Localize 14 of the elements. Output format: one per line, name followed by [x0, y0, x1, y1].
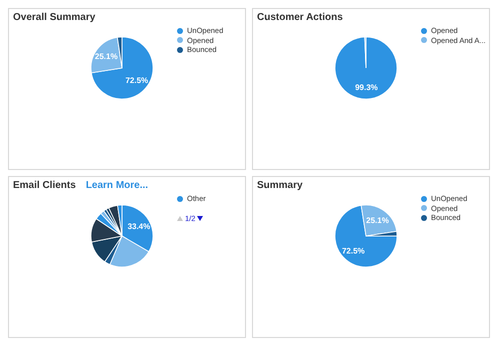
data-label: 72.5%: [342, 246, 365, 256]
chart-title: Customer Actions: [257, 12, 343, 23]
chart-title: Overall Summary: [13, 12, 96, 23]
text: Learn More...: [86, 180, 148, 191]
data-label: 99.3%: [355, 82, 378, 92]
pie-slice: [334, 204, 398, 268]
chart-title: Summary: [257, 180, 303, 191]
data-label: 25.1%: [94, 52, 118, 61]
data-label: 33.4%: [128, 222, 150, 231]
data-label: 72.5%: [125, 76, 148, 86]
chart-title: Email Clients: [13, 180, 76, 191]
pie-slice: [90, 36, 154, 100]
pie-slice: [334, 36, 398, 100]
data-label: 25.1%: [366, 216, 389, 225]
